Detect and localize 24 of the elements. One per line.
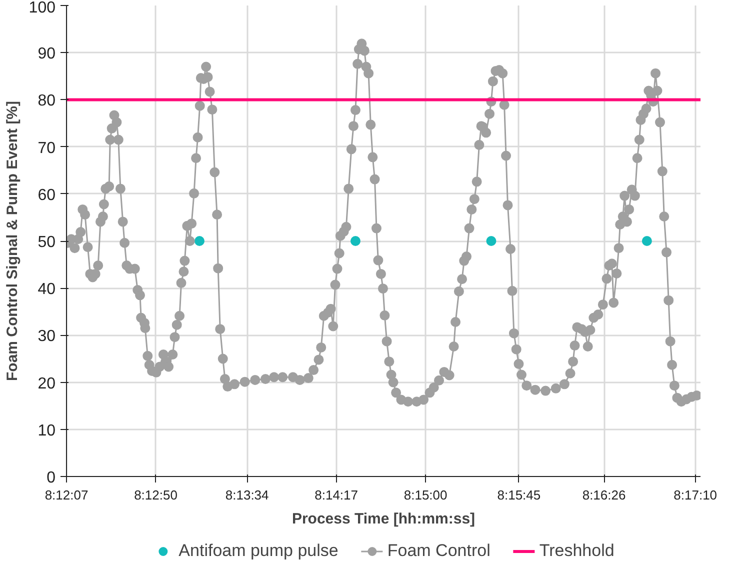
x-tick-label: 8:17:10 [674,488,718,502]
y-tick-label: 40 [38,281,56,298]
y-tick-label: 10 [38,422,56,440]
x-tick-label: 8:13:34 [225,488,269,502]
x-axis-title: Process Time [hh:mm:ss] [292,510,476,528]
x-tick-label: 8:15:00 [404,488,448,502]
legend-label: Treshhold [539,541,614,561]
y-tick-label: 60 [38,186,56,204]
y-tick-label: 50 [38,234,56,251]
legend-label: Foam Control [387,541,490,561]
y-axis-title: Foam Control Signal & Pump Event [%] [4,100,21,382]
x-tick-label: 8:15:45 [497,488,541,502]
x-tick-label: 8:14:17 [314,488,358,502]
y-tick-label: 90 [38,46,56,63]
y-tick-label: 20 [38,375,56,392]
y-tick-label: 100 [28,0,56,16]
y-tick-label: 30 [38,328,56,346]
y-tick-label: 80 [38,92,56,110]
y-tick-label: 70 [38,140,56,157]
x-tick-label: 8:16:26 [582,488,626,502]
x-tick-label: 8:12:07 [44,488,88,502]
y-tick-label: 0 [46,470,56,486]
legend-label: Antifoam pump pulse [178,541,338,561]
x-tick-label: 8:12:50 [134,488,178,502]
